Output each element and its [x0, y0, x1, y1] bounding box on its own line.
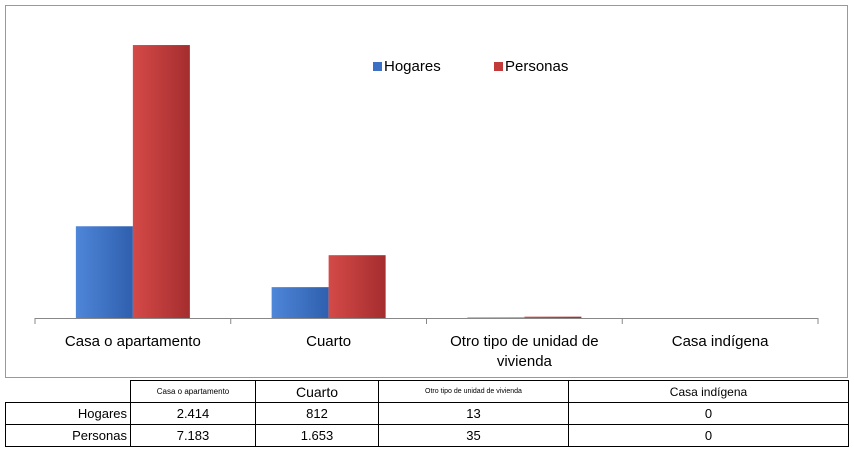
table-cell: 812: [255, 402, 379, 425]
x-tick-label: Casa o apartamento: [64, 333, 201, 350]
table-cell: 0: [568, 424, 849, 447]
x-tick-label: Casa indígena: [671, 333, 769, 350]
bar: [524, 316, 582, 318]
table-cell: 0: [568, 402, 849, 425]
table-cell: 7.183: [130, 424, 256, 447]
x-tick-label: Otro tipo de unidad de vivienda: [450, 333, 599, 370]
table-header: Cuarto: [255, 380, 379, 403]
bar: [271, 287, 329, 318]
legend-label: Hogares: [384, 58, 441, 75]
table-row-label: Hogares: [5, 402, 131, 425]
bar: [132, 45, 190, 319]
x-tick-label: Cuarto: [306, 333, 352, 350]
chart-frame: [5, 5, 848, 378]
bar: [328, 255, 386, 318]
table-cell: 1.653: [255, 424, 379, 447]
table-row-label: Personas: [5, 424, 131, 447]
table-cell: 13: [378, 402, 569, 425]
legend-swatch: [494, 62, 503, 71]
table-header: Casa o apartamento: [130, 380, 256, 403]
legend-swatch: [373, 62, 382, 71]
table-cell: 2.414: [130, 402, 256, 425]
legend-label: Personas: [505, 58, 568, 75]
table-header: Casa indígena: [568, 380, 849, 403]
bar: [75, 226, 133, 318]
table-cell: 35: [378, 424, 569, 447]
table-header: Otro tipo de unidad de vivienda: [378, 380, 569, 403]
